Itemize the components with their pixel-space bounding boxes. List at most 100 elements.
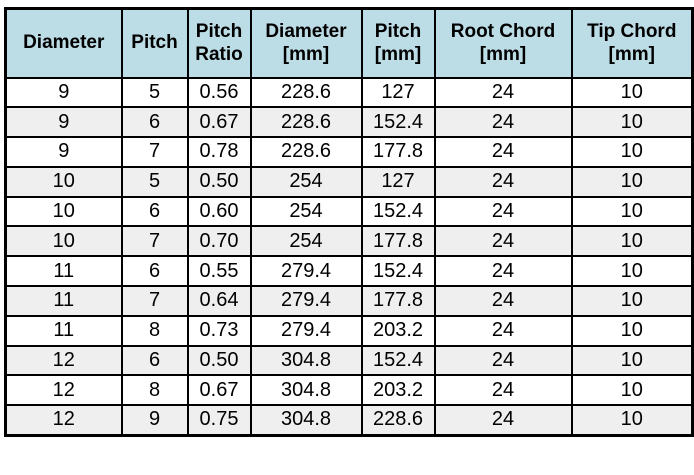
- table-cell: 10: [570, 165, 694, 198]
- table-cell: 228.6: [249, 136, 363, 168]
- table-cell: 12: [4, 374, 123, 407]
- table-cell: 24: [433, 195, 573, 228]
- table-row: 12 9 0.75 304.8 228.6 24 10: [4, 404, 694, 437]
- table-cell: 7: [120, 225, 189, 258]
- table-cell: 10: [570, 76, 694, 109]
- column-header: Diameter: [4, 7, 123, 79]
- table-cell: 24: [433, 285, 573, 317]
- table-cell: 5: [120, 76, 189, 109]
- table-cell: 0.50: [186, 165, 252, 198]
- table-row: 9 5 0.56 228.6 127 24 10: [4, 76, 694, 109]
- table-cell: 177.8: [360, 225, 436, 258]
- table-cell: 9: [120, 404, 189, 437]
- table-cell: 6: [120, 106, 189, 139]
- table-row: 11 8 0.73 279.4 203.2 24 10: [4, 314, 694, 347]
- table-cell: 0.55: [186, 255, 252, 288]
- table-cell: 9: [4, 76, 123, 109]
- table-cell: 10: [4, 225, 123, 258]
- column-header: Diameter [mm]: [249, 7, 363, 79]
- table-cell: 5: [120, 165, 189, 198]
- table-cell: 203.2: [360, 314, 436, 347]
- table-cell: 24: [433, 404, 573, 437]
- table-row: 9 7 0.78 228.6 177.8 24 10: [4, 136, 694, 168]
- table-cell: 24: [433, 344, 573, 377]
- table-cell: 0.64: [186, 285, 252, 317]
- table-cell: 10: [570, 285, 694, 317]
- column-header: Tip Chord [mm]: [570, 7, 694, 79]
- table-cell: 11: [4, 314, 123, 347]
- table-cell: 304.8: [249, 344, 363, 377]
- table-cell: 9: [4, 136, 123, 168]
- table-row: 11 7 0.64 279.4 177.8 24 10: [4, 285, 694, 317]
- table-cell: 10: [570, 314, 694, 347]
- table-cell: 152.4: [360, 344, 436, 377]
- table-cell: 228.6: [249, 106, 363, 139]
- table-cell: 24: [433, 255, 573, 288]
- table-cell: 203.2: [360, 374, 436, 407]
- table-cell: 228.6: [249, 76, 363, 109]
- table-row: 12 6 0.50 304.8 152.4 24 10: [4, 344, 694, 377]
- table-cell: 0.60: [186, 195, 252, 228]
- table-cell: 24: [433, 136, 573, 168]
- table-cell: 11: [4, 285, 123, 317]
- table-cell: 152.4: [360, 255, 436, 288]
- column-header: Root Chord [mm]: [433, 7, 573, 79]
- column-header: Pitch [mm]: [360, 7, 436, 79]
- table-cell: 24: [433, 76, 573, 109]
- table-cell: 7: [120, 136, 189, 168]
- table-cell: 10: [570, 255, 694, 288]
- table-cell: 12: [4, 344, 123, 377]
- table-cell: 0.50: [186, 344, 252, 377]
- table-cell: 152.4: [360, 106, 436, 139]
- table-cell: 24: [433, 106, 573, 139]
- table-cell: 0.78: [186, 136, 252, 168]
- table-cell: 10: [570, 344, 694, 377]
- table-cell: 8: [120, 314, 189, 347]
- table-cell: 10: [570, 225, 694, 258]
- table-cell: 127: [360, 165, 436, 198]
- propeller-size-table: Diameter Pitch Pitch Ratio Diameter [mm] Pitch…: [4, 7, 694, 437]
- table-cell: 24: [433, 225, 573, 258]
- table-cell: 9: [4, 106, 123, 139]
- table-body: 9 5 0.56 228.6 127 24 10 9 6 0.67 228.6 152.4 24 10 9 7…: [4, 76, 694, 437]
- table-cell: 6: [120, 255, 189, 288]
- table-container: Diameter Pitch Pitch Ratio Diameter [mm] Pitch…: [4, 7, 694, 437]
- table-cell: 279.4: [249, 314, 363, 347]
- table-row: 12 8 0.67 304.8 203.2 24 10: [4, 374, 694, 407]
- table-cell: 254: [249, 165, 363, 198]
- table-cell: 10: [570, 374, 694, 407]
- table-cell: 0.75: [186, 404, 252, 437]
- table-row: 11 6 0.55 279.4 152.4 24 10: [4, 255, 694, 288]
- table-cell: 7: [120, 285, 189, 317]
- table-header: Diameter Pitch Pitch Ratio Diameter [mm] Pitch…: [4, 7, 694, 79]
- table-row: 9 6 0.67 228.6 152.4 24 10: [4, 106, 694, 139]
- table-cell: 10: [570, 195, 694, 228]
- table-cell: 127: [360, 76, 436, 109]
- table-cell: 0.67: [186, 374, 252, 407]
- table-cell: 152.4: [360, 195, 436, 228]
- table-cell: 279.4: [249, 285, 363, 317]
- table-cell: 304.8: [249, 374, 363, 407]
- table-cell: 6: [120, 195, 189, 228]
- table-cell: 254: [249, 195, 363, 228]
- table-cell: 12: [4, 404, 123, 437]
- table-header-row: Diameter Pitch Pitch Ratio Diameter [mm] Pitch…: [4, 7, 694, 79]
- table-row: 10 6 0.60 254 152.4 24 10: [4, 195, 694, 228]
- table-cell: 10: [570, 404, 694, 437]
- table-cell: 177.8: [360, 136, 436, 168]
- table-cell: 254: [249, 225, 363, 258]
- table-cell: 6: [120, 344, 189, 377]
- table-cell: 10: [570, 106, 694, 139]
- table-row: 10 7 0.70 254 177.8 24 10: [4, 225, 694, 258]
- table-cell: 24: [433, 165, 573, 198]
- table-cell: 0.73: [186, 314, 252, 347]
- table-cell: 10: [4, 165, 123, 198]
- column-header: Pitch Ratio: [186, 7, 252, 79]
- column-header: Pitch: [120, 7, 189, 79]
- table-cell: 177.8: [360, 285, 436, 317]
- table-cell: 228.6: [360, 404, 436, 437]
- table-cell: 8: [120, 374, 189, 407]
- table-cell: 10: [570, 136, 694, 168]
- table-row: 10 5 0.50 254 127 24 10: [4, 165, 694, 198]
- table-cell: 279.4: [249, 255, 363, 288]
